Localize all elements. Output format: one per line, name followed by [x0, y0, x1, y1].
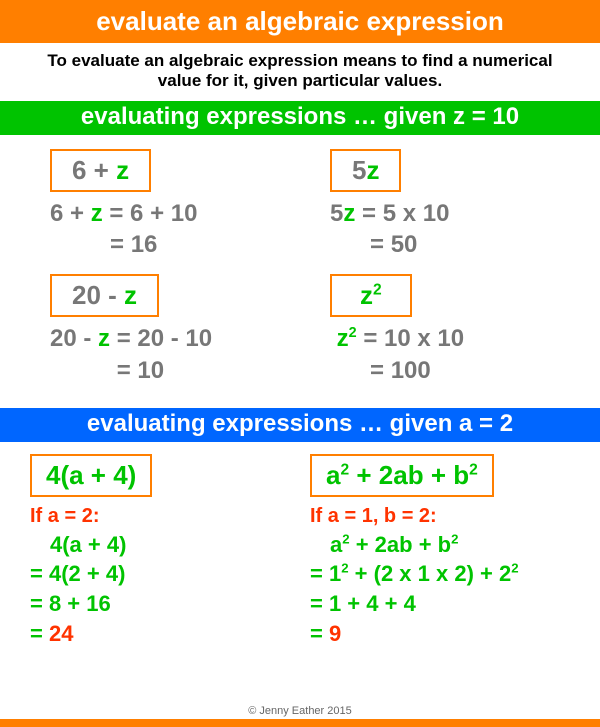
work-4: z2 = 10 x 10 = 100	[330, 323, 570, 385]
example-1: 6 + z 6 + z = 6 + 10 = 16	[30, 149, 290, 274]
credit-text: © Jenny Eather 2015	[0, 705, 600, 717]
section1-header: evaluating expressions … given z = 10	[0, 101, 600, 135]
example-3: 20 - z 20 - z = 20 - 10 = 10	[30, 274, 290, 399]
condition-6: If a = 1, b = 2:	[310, 505, 570, 528]
example-6: a2 + 2ab + b2 If a = 1, b = 2: a2 + 2ab …	[310, 454, 570, 649]
section1-body: 6 + z 6 + z = 6 + 10 = 16 5z 5z = 5 x 10…	[0, 135, 600, 408]
work-1: 6 + z = 6 + 10 = 16	[50, 198, 290, 260]
section1-header-text: evaluating expressions … given z = 10	[81, 103, 519, 130]
example-4: z2 z2 = 10 x 10 = 100	[310, 274, 570, 399]
title-text: evaluate an algebraic expression	[96, 6, 504, 36]
title-bar: evaluate an algebraic expression	[0, 0, 600, 43]
expr-box-4: z2	[330, 274, 412, 317]
condition-5: If a = 2:	[30, 505, 290, 528]
footer-bar	[0, 719, 600, 727]
work-3: 20 - z = 20 - 10 = 10	[50, 323, 290, 385]
expr-box-1: 6 + z	[50, 149, 151, 192]
work-2: 5z = 5 x 10 = 50	[330, 198, 570, 260]
section2-header-text: evaluating expressions … given a = 2	[87, 410, 513, 437]
expr-box-5: 4(a + 4)	[30, 454, 152, 497]
steps-6: a2 + 2ab + b2 = 12 + (2 x 1 x 2) + 22 = …	[310, 530, 570, 649]
section2-header: evaluating expressions … given a = 2	[0, 408, 600, 442]
section2-body: 4(a + 4) If a = 2: 4(a + 4) = 4(2 + 4) =…	[0, 442, 600, 649]
steps-5: 4(a + 4) = 4(2 + 4) = 8 + 16 = 24	[30, 530, 290, 649]
expr-box-6: a2 + 2ab + b2	[310, 454, 494, 497]
example-5: 4(a + 4) If a = 2: 4(a + 4) = 4(2 + 4) =…	[30, 454, 290, 649]
intro-text: To evaluate an algebraic expression mean…	[0, 43, 600, 101]
example-2: 5z 5z = 5 x 10 = 50	[310, 149, 570, 274]
expr-box-3: 20 - z	[50, 274, 159, 317]
expr-box-2: 5z	[330, 149, 401, 192]
